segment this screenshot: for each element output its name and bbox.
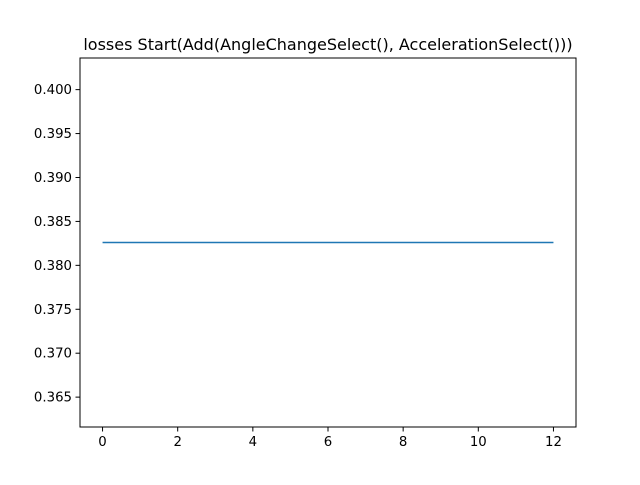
x-tick-label: 12 [545,435,562,450]
y-tick-label: 0.390 [34,171,72,186]
x-tick-label: 2 [173,435,181,450]
y-tick-label: 0.370 [34,347,72,362]
x-tick-label: 4 [249,435,257,450]
y-tick-label: 0.375 [34,303,72,318]
y-tick-label: 0.380 [34,259,72,274]
x-tick-label: 8 [399,435,407,450]
y-tick-label: 0.385 [34,215,72,230]
x-tick-label: 0 [98,435,106,450]
y-tick-label: 0.400 [34,83,72,98]
x-tick-label: 6 [324,435,332,450]
x-tick-label: 10 [470,435,487,450]
chart-title: losses Start(Add(AngleChangeSelect(), Ac… [83,35,572,54]
y-axis: 0.365 0.370 0.375 0.380 0.385 0.390 0.395 0.400 [34,83,80,406]
x-axis: 0 2 4 6 8 10 12 [98,427,562,450]
y-tick-label: 0.365 [34,391,72,406]
y-tick-label: 0.395 [34,127,72,142]
